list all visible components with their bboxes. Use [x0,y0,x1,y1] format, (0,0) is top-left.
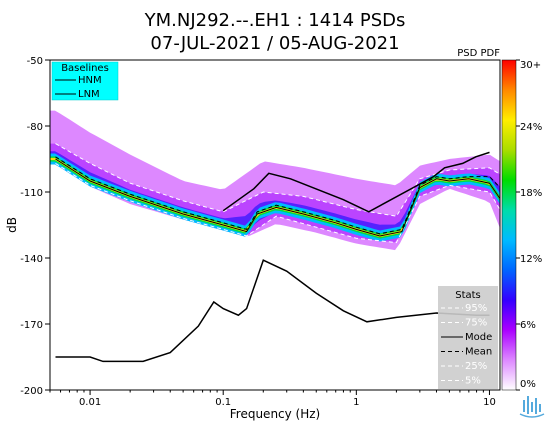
stats-legend-entry: Mode [465,332,492,343]
series-line-p95 [55,107,500,189]
plot-frame [49,59,501,391]
colorbar: 30+ 24% 18% 12% 6% 0% [501,59,542,391]
chart-title-line2: 07-JUL-2021 / 05-AUG-2021 [150,33,399,54]
series-line-p5 [55,167,500,255]
series-line-p75 [55,143,500,217]
colorbar-tick-label: 6% [520,320,536,331]
stats-legend-entry: 75% [465,318,487,329]
chart-title-line1: YM.NJ292.--.EH1 : 1414 PSDs [144,10,406,31]
series-line-p25 [55,162,500,244]
x-tick-label: 10 [483,397,496,408]
colorbar-tick-label: 0% [520,379,536,390]
series-lines [55,107,500,363]
y-tick-label: -140 [20,254,43,265]
stats-legend-entry: Mean [465,347,492,358]
stats-legend-entry: 25% [465,361,487,372]
density-band-mid [50,143,500,243]
stats-legend: Stats 95% 75% Mode Mean 25% 5% [438,286,498,389]
x-axis-label: Frequency (Hz) [230,407,321,421]
stats-legend-title: Stats [455,290,481,301]
y-tick-label: -170 [20,320,43,331]
baselines-legend-entry-hnm: HNM [78,75,102,86]
baselines-legend: Baselines HNM LNM [51,61,119,101]
series-line-hnm [222,151,490,213]
baselines-legend-entry-lnm: LNM [78,89,100,100]
app-logo [519,396,545,418]
colorbar-tick-label: 18% [520,188,542,199]
series-line-lnm [55,259,490,363]
x-tick-label: 0.01 [79,397,101,408]
y-axis-label: dB [5,217,19,233]
x-tick-label: 1 [353,397,359,408]
y-tick-label: -80 [27,122,43,133]
x-axis: 0.01 0.1 1 10 [49,390,496,408]
series-line-mean [55,156,500,235]
colorbar-tick-label: 12% [520,254,542,265]
y-tick-label: -50 [27,56,43,67]
x-tick-label: 0.1 [215,397,231,408]
series-line-mode [55,158,500,237]
pdf-label: PSD PDF [457,48,500,59]
colorbar-tick-label: 24% [520,122,542,133]
plot-area [50,60,500,390]
stats-legend-entry: 95% [465,303,487,314]
colorbar-bar [501,59,517,391]
y-tick-label: -110 [20,188,43,199]
stats-legend-entry: 5% [465,376,481,387]
y-axis: -50 -80 -110 -140 -170 -200 [20,56,50,397]
colorbar-tick-label: 30+ [520,60,541,71]
y-tick-label: -200 [20,386,43,397]
baselines-legend-title: Baselines [61,63,109,74]
